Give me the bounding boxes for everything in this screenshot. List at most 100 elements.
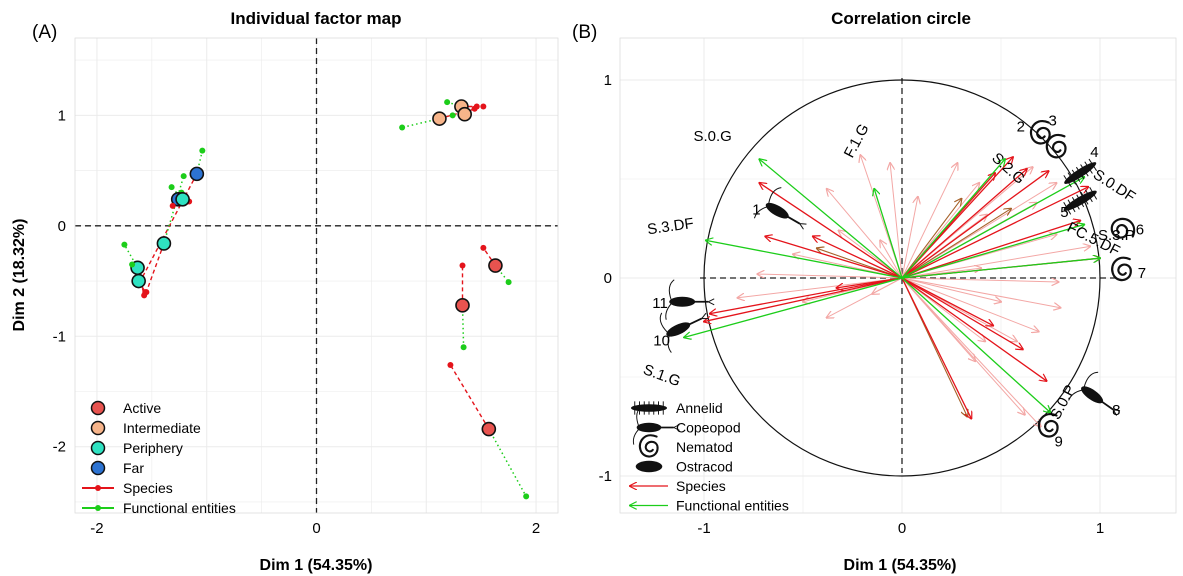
organism-number: 7: [1138, 265, 1146, 282]
faint-arrow: [757, 274, 903, 279]
species-point: [142, 289, 149, 296]
organism-number: 2: [1017, 118, 1025, 135]
organism-number: 4: [1090, 144, 1098, 161]
legend-dot-symbol: [95, 505, 101, 511]
organism-number: 10: [653, 332, 670, 349]
copepod-furca: [1112, 409, 1118, 416]
faint-arrow: [872, 277, 903, 294]
panel-a-title: Individual factor map: [231, 9, 402, 28]
sample-point-intermediate: [457, 106, 472, 122]
panel-b-x-axis-label: Dim 1 (54.35%): [844, 557, 957, 574]
copepod-furca: [673, 427, 680, 431]
organism-annelid: [1063, 186, 1098, 215]
functional-arrow: [684, 277, 903, 337]
species-arrow: [901, 169, 1027, 279]
x-tick-label: 0: [898, 520, 906, 537]
legend-dot-symbol: [95, 485, 101, 491]
functional-link: [488, 428, 527, 497]
annelid-bristle: [1063, 175, 1072, 188]
annelid-bristle: [1067, 172, 1077, 185]
copepod-antenna: [665, 303, 672, 320]
functional-link: [401, 117, 440, 129]
sample-point-active: [481, 421, 497, 437]
functional-point: [460, 344, 467, 351]
functional-point: [505, 279, 512, 286]
annelid-bristle: [1089, 186, 1098, 200]
copepod-furca: [799, 223, 804, 230]
faint-arrow: [880, 240, 903, 279]
legend-label: Active: [123, 400, 161, 416]
legend-label: Species: [676, 478, 726, 494]
faint-arrow: [901, 163, 957, 279]
y-tick-label: 1: [58, 107, 66, 124]
functional-point: [523, 493, 530, 500]
functional-point: [129, 261, 136, 268]
functional-arrow: [706, 240, 903, 279]
legend-symbol-intermediate: [90, 420, 106, 436]
copepod-furca: [673, 424, 680, 428]
mixed-arrow: [901, 209, 1011, 279]
panel-a-letter: (A): [32, 22, 57, 43]
species-arrow: [704, 277, 903, 322]
faint-arrow: [827, 189, 903, 279]
species-arrow: [901, 277, 993, 326]
organism-nematode: [1111, 256, 1132, 282]
panel-a-reference-lines: [75, 38, 558, 513]
panel-a-plot-border: [74, 37, 559, 514]
functional-point: [121, 241, 128, 248]
legend-label: Nematod: [676, 439, 733, 455]
annelid-bristle: [1076, 194, 1085, 208]
copepod-furca: [799, 223, 807, 225]
legend-copepod-icon: [632, 406, 680, 445]
legend-symbol-periphery: [90, 440, 106, 456]
annelid-bristle: [1088, 158, 1098, 172]
copepod-antenna: [632, 429, 639, 445]
functional-arrow: [901, 225, 1084, 279]
panel-a-x-axis-label: Dim 1 (54.35%): [260, 557, 373, 574]
copepod-furca: [701, 317, 709, 320]
species-arrow: [765, 236, 903, 279]
species-point: [169, 202, 176, 209]
sample-point-active: [455, 298, 470, 313]
species-point: [480, 103, 487, 110]
annelid-bristle: [1080, 164, 1089, 177]
legend-annelid-icon: [630, 401, 668, 415]
legend-ostracod-icon: [635, 460, 663, 473]
legend-label: Copeopod: [676, 420, 741, 436]
panel-a-y-axis-label: Dim 2 (18.32%): [11, 219, 28, 332]
vector-label: S.0.P: [1047, 382, 1079, 422]
copepod-body: [1081, 386, 1104, 404]
y-tick-label: -1: [599, 468, 612, 485]
panel-b-title: Correlation circle: [831, 9, 971, 28]
sample-point-periphery: [175, 191, 190, 207]
copepod-furca: [707, 298, 715, 303]
vector-label: S.0.G: [693, 128, 731, 145]
panel-a-tick-labels: -2 0 2 1 0 -1 -2: [53, 107, 541, 537]
faint-arrow: [901, 277, 1039, 331]
organism-copepod: [1068, 371, 1121, 416]
functional-point: [168, 184, 175, 191]
y-tick-label: 1: [604, 72, 612, 89]
copepod-body: [669, 296, 696, 307]
sample-point-intermediate: [432, 111, 447, 126]
legend-label: Far: [123, 460, 144, 476]
species-arrow: [837, 277, 903, 288]
copepod-body: [636, 422, 662, 433]
copepod-antenna: [753, 206, 767, 219]
annelid-bristle: [1080, 191, 1089, 205]
panel-b-tick-labels: -1 0 110-1: [599, 72, 1105, 537]
annelid-bristle: [1063, 201, 1072, 215]
functional-point: [399, 124, 406, 131]
ostracod-body: [635, 460, 663, 473]
organism-number: 5: [1060, 204, 1068, 221]
y-tick-label: -1: [53, 328, 66, 345]
faint-arrow: [901, 197, 918, 279]
functional-point: [199, 147, 206, 154]
nematode-body: [1045, 134, 1067, 159]
legend-label: Functional entities: [123, 500, 236, 516]
species-point: [480, 244, 487, 251]
copepod-tail: [1099, 399, 1114, 411]
legend-symbol-active: [90, 400, 106, 416]
